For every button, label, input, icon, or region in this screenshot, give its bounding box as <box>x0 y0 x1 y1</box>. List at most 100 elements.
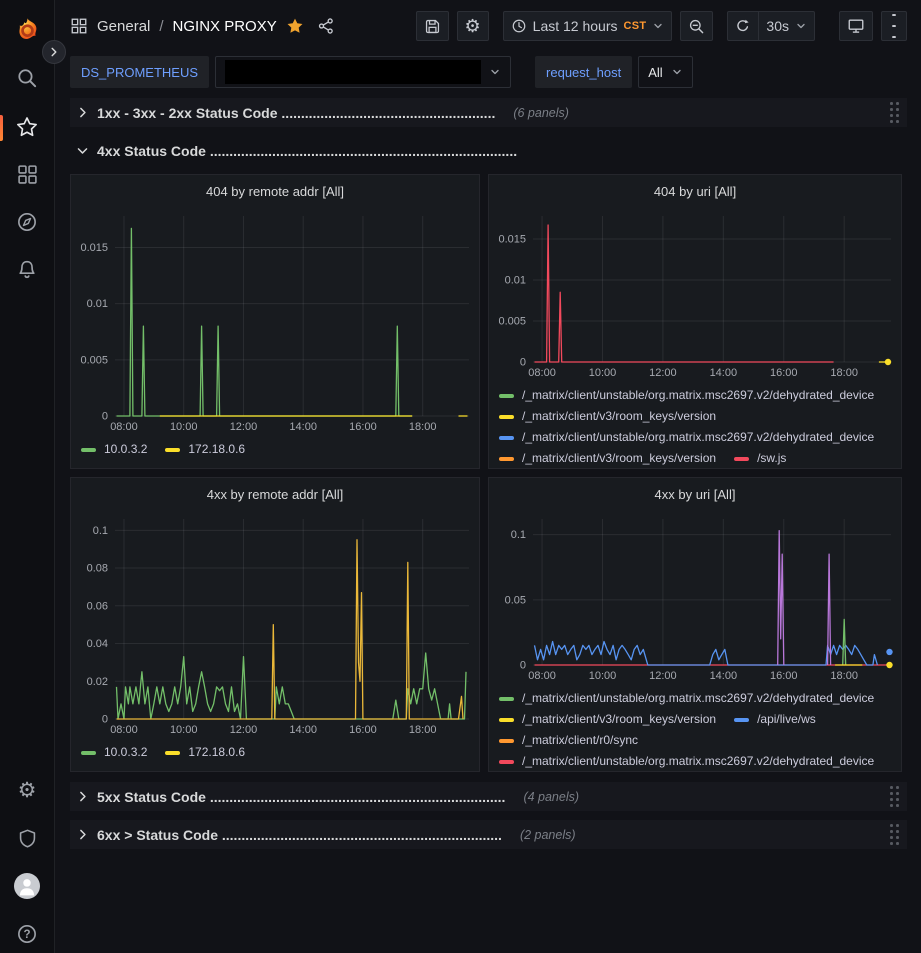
legend-series-label: 10.0.3.2 <box>104 439 147 460</box>
panel-404-by-uri: 404 by uri [All] 08:0010:0012:0014:0016:… <box>488 174 902 469</box>
legend-series-swatch <box>499 697 514 701</box>
favorite-star-icon[interactable] <box>286 17 304 35</box>
kebab-menu-button[interactable] <box>881 11 907 41</box>
sidebar-item-configuration[interactable]: ⚙ <box>0 770 54 810</box>
chevron-right-icon <box>48 46 60 58</box>
breadcrumb: General / NGINX PROXY <box>70 17 335 35</box>
legend-series-label: 172.18.0.6 <box>188 742 245 763</box>
panel-title[interactable]: 4xx by uri [All] <box>489 478 901 510</box>
row-6xx[interactable]: 6xx > Status Code ......................… <box>70 820 907 849</box>
svg-text:14:00: 14:00 <box>710 367 738 379</box>
variable-value-request-host[interactable]: All <box>638 56 692 88</box>
variable-value-ds-prometheus[interactable] <box>215 56 511 88</box>
dashboard-title[interactable]: NGINX PROXY <box>173 18 277 35</box>
legend-item[interactable]: /api/live/ws <box>734 709 816 730</box>
refresh-interval-dropdown[interactable]: 30s <box>758 11 815 41</box>
row-4xx[interactable]: 4xx Status Code ........................… <box>70 136 907 165</box>
row-title[interactable]: 5xx Status Code ........................… <box>97 789 505 805</box>
legend-series-swatch <box>499 457 514 461</box>
panel-title[interactable]: 404 by remote addr [All] <box>71 175 479 207</box>
svg-text:12:00: 12:00 <box>649 670 677 682</box>
chevron-right-icon <box>76 828 89 841</box>
svg-text:10:00: 10:00 <box>170 421 198 433</box>
row-title[interactable]: 4xx Status Code ........................… <box>97 143 517 159</box>
refresh-controls: 30s <box>727 11 815 41</box>
timeseries-chart[interactable]: 08:0010:0012:0014:0016:0018:0000.020.040… <box>71 510 479 739</box>
panel-4xx-by-remote-addr: 4xx by remote addr [All] 08:0010:0012:00… <box>70 477 480 772</box>
chevron-down-icon <box>795 20 807 32</box>
panel-title[interactable]: 404 by uri [All] <box>489 175 901 207</box>
sidebar-expand-button[interactable] <box>42 40 66 64</box>
timeseries-chart[interactable]: 08:0010:0012:0014:0016:0018:0000.0050.01… <box>71 207 479 436</box>
tv-mode-button[interactable] <box>839 11 873 41</box>
svg-text:0.01: 0.01 <box>87 298 108 310</box>
sidebar-item-profile[interactable] <box>0 866 54 906</box>
sidebar-item-explore[interactable] <box>0 202 54 242</box>
breadcrumb-folder[interactable]: General <box>97 18 150 35</box>
row-1xx-3xx-2xx[interactable]: 1xx - 3xx - 2xx Status Code ............… <box>70 98 907 127</box>
legend-series-swatch <box>81 448 96 452</box>
legend-item[interactable]: 172.18.0.6 <box>165 742 245 763</box>
sidebar-item-search[interactable] <box>0 58 54 98</box>
legend-series-label: /api/live/ws <box>757 709 816 730</box>
svg-text:18:00: 18:00 <box>830 670 858 682</box>
legend-series-label: /_matrix/client/unstable/org.matrix.msc2… <box>522 751 874 771</box>
save-dashboard-button[interactable] <box>416 11 449 41</box>
svg-text:0.005: 0.005 <box>80 354 108 366</box>
legend-item[interactable]: /sw.js <box>734 448 786 468</box>
legend-series-label: 10.0.3.2 <box>104 742 147 763</box>
legend-item[interactable]: /_matrix/client/v3/room_keys/version <box>499 709 716 730</box>
row-title[interactable]: 1xx - 3xx - 2xx Status Code ............… <box>97 105 495 121</box>
timeseries-chart[interactable]: 08:0010:0012:0014:0016:0018:0000.0050.01… <box>489 207 901 382</box>
row-5xx[interactable]: 5xx Status Code ........................… <box>70 782 907 811</box>
row-drag-handle[interactable] <box>890 786 899 807</box>
timeseries-chart[interactable]: 08:0010:0012:0014:0016:0018:0000.050.1 <box>489 510 901 685</box>
svg-text:12:00: 12:00 <box>230 421 258 433</box>
chart-legend: 10.0.3.2 172.18.0.6 <box>71 436 479 466</box>
sidebar-item-starred[interactable] <box>0 107 54 147</box>
row-title[interactable]: 6xx > Status Code ......................… <box>97 827 502 843</box>
zoom-out-time-button[interactable] <box>680 11 713 41</box>
dashboard-settings-button[interactable]: ⚙ <box>457 11 489 41</box>
legend-item[interactable]: /_matrix/client/unstable/org.matrix.msc2… <box>499 751 874 771</box>
legend-item[interactable]: 10.0.3.2 <box>81 439 147 460</box>
row-drag-handle[interactable] <box>890 824 899 845</box>
legend-series-label: /_matrix/client/r0/sync <box>522 730 638 751</box>
legend-item[interactable]: 10.0.3.2 <box>81 742 147 763</box>
row-drag-handle[interactable] <box>890 102 899 123</box>
svg-text:08:00: 08:00 <box>528 670 556 682</box>
legend-item[interactable]: /_matrix/client/unstable/org.matrix.msc2… <box>499 385 874 406</box>
sidebar-item-help[interactable]: ? <box>0 914 54 953</box>
legend-item[interactable]: /_matrix/client/unstable/org.matrix.msc2… <box>499 688 874 709</box>
active-section-indicator <box>0 115 3 141</box>
svg-text:10:00: 10:00 <box>589 367 617 379</box>
panel-404-by-remote-addr: 404 by remote addr [All] 08:0010:0012:00… <box>70 174 480 469</box>
svg-text:08:00: 08:00 <box>110 724 138 736</box>
sidebar-item-dashboards[interactable] <box>0 154 54 194</box>
share-icon[interactable] <box>317 17 335 35</box>
legend-item[interactable]: /_matrix/client/v3/room_keys/version <box>499 448 716 468</box>
legend-item[interactable]: /_matrix/client/v3/room_keys/version <box>499 406 716 427</box>
dashboard-header: General / NGINX PROXY ⚙ Last 12 hours CS… <box>56 0 921 52</box>
legend-series-label: /_matrix/client/v3/room_keys/version <box>522 406 716 427</box>
avatar <box>14 873 40 899</box>
svg-text:14:00: 14:00 <box>289 724 317 736</box>
svg-text:16:00: 16:00 <box>349 421 377 433</box>
dashboards-grid-icon <box>17 164 38 185</box>
legend-item[interactable]: 172.18.0.6 <box>165 439 245 460</box>
time-range-picker[interactable]: Last 12 hours CST <box>503 11 673 41</box>
variable-label-ds-prometheus[interactable]: DS_PROMETHEUS <box>70 56 209 88</box>
dashboard-canvas: 1xx - 3xx - 2xx Status Code ............… <box>56 92 921 849</box>
variable-label-request-host[interactable]: request_host <box>535 56 632 88</box>
refresh-button[interactable] <box>727 11 759 41</box>
sidebar-item-server-admin[interactable] <box>0 818 54 858</box>
grafana-logo-icon <box>14 17 41 44</box>
redacted-value <box>225 60 481 84</box>
svg-text:10:00: 10:00 <box>589 670 617 682</box>
panel-title[interactable]: 4xx by remote addr [All] <box>71 478 479 510</box>
sidebar-item-alerting[interactable] <box>0 250 54 290</box>
legend-item[interactable]: /_matrix/client/unstable/org.matrix.msc2… <box>499 427 874 448</box>
legend-item[interactable]: /_matrix/client/r0/sync <box>499 730 638 751</box>
svg-text:0.1: 0.1 <box>511 529 526 541</box>
svg-text:16:00: 16:00 <box>770 367 798 379</box>
